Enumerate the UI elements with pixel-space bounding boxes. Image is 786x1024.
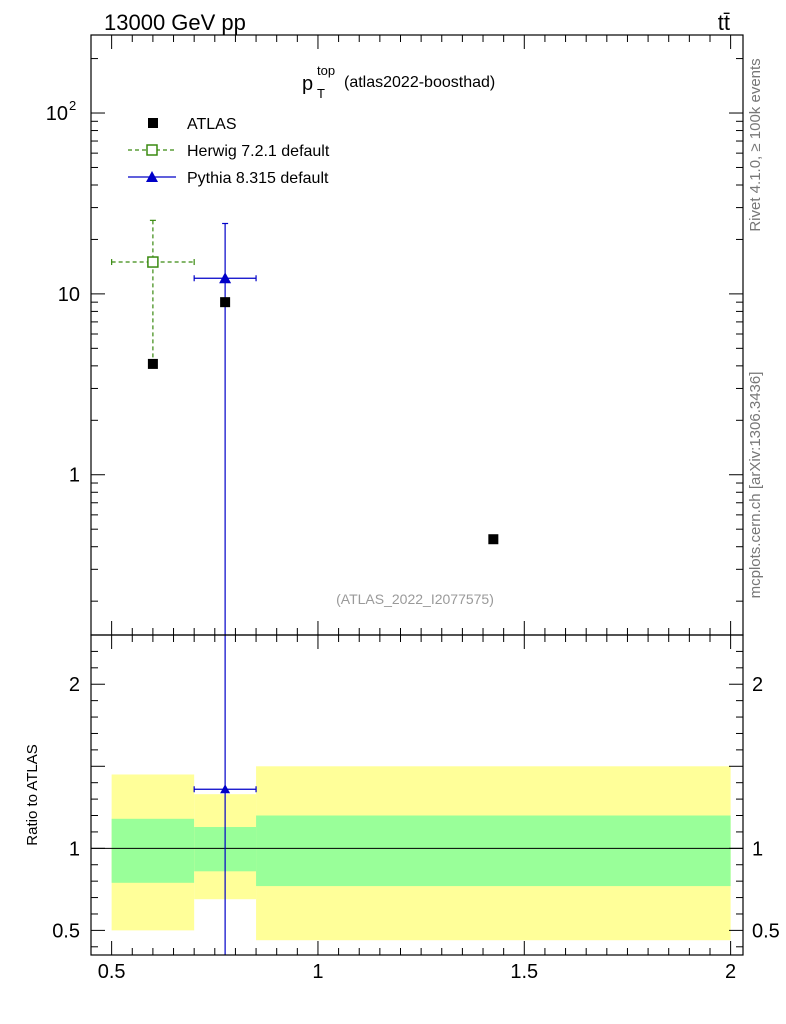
rivet-version-text: Rivet 4.1.0, ≥ 100k events — [747, 58, 764, 231]
legend-atlas-label: ATLAS — [187, 116, 237, 133]
legend-pythia-marker — [146, 171, 158, 182]
plot-title-sub: T — [317, 86, 325, 101]
xtick-label-2: 1.5 — [510, 961, 538, 983]
xtick-label-0: 0.5 — [98, 961, 126, 983]
atlas-data-point-0 — [147, 358, 158, 369]
plot-title-main: p — [302, 73, 313, 95]
ratio-ytick-label-left-1: 1 — [69, 838, 80, 860]
legend: ATLAS Herwig 7.2.1 default Pythia 8.315 … — [128, 116, 330, 187]
plot-title-sup: top — [317, 63, 335, 78]
xtick-label-1: 1 — [312, 961, 323, 983]
uncertainty-band-inner-0 — [111, 818, 195, 883]
main-ytick-label-1: 10 — [58, 284, 80, 306]
atlas-data-point-1 — [220, 297, 231, 308]
mcplots-credit-text: mcplots.cern.ch [arXiv:1306.3436] — [747, 372, 764, 599]
main-marks — [111, 219, 499, 635]
header-left: 13000 GeV pp — [104, 10, 246, 35]
ratio-ytick-label-left-2: 2 — [69, 674, 80, 696]
herwig-marker-0 — [147, 256, 159, 268]
ratio-plot-frame — [90, 634, 744, 956]
uncertainty-band-inner-2 — [256, 815, 731, 887]
xtick-label-3: 2 — [725, 961, 736, 983]
legend-herwig-marker — [146, 144, 158, 156]
ratio-bands — [111, 766, 731, 941]
analysis-tag: (ATLAS_2022_I2077575) — [336, 591, 494, 607]
atlas-data-point-2 — [488, 534, 499, 545]
header-right: tt̄ — [718, 10, 730, 35]
ratio-ytick-label-right-0: 0.5 — [752, 920, 780, 942]
ratio-ytick-label-right-2: 2 — [752, 674, 763, 696]
ratio-ylabel: Ratio to ATLAS — [24, 744, 41, 845]
legend-atlas-marker — [148, 118, 158, 128]
ratio-ytick-label-right-1: 1 — [752, 838, 763, 860]
main-ytick-label-sup-2: 2 — [69, 98, 76, 113]
pythia-marker-0 — [219, 272, 232, 284]
ratio-pythia-marker-0 — [220, 784, 231, 794]
main-ytick-label-2: 10 — [46, 103, 68, 125]
main-ytick-label-0: 1 — [69, 465, 80, 487]
legend-herwig-label: Herwig 7.2.1 default — [187, 143, 330, 160]
legend-pythia-label: Pythia 8.315 default — [187, 170, 329, 187]
axes — [90, 34, 744, 956]
ratio-ytick-label-left-0: 0.5 — [52, 920, 80, 942]
ratio-marks — [91, 635, 743, 955]
plot-title-suffix: (atlas2022-boosthad) — [344, 74, 495, 91]
